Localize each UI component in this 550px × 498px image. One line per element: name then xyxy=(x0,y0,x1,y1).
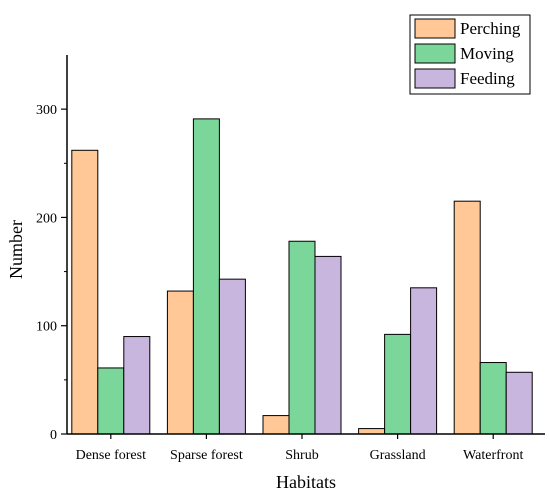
legend-swatch-moving xyxy=(414,43,456,64)
y-tick-label: 100 xyxy=(36,320,57,335)
x-axis-title: Habitats xyxy=(276,472,336,492)
bar-moving-sparse-forest xyxy=(192,118,220,435)
bar-moving-shrub xyxy=(288,240,316,435)
bar-feeding-shrub xyxy=(314,255,342,435)
bar-feeding-dense-forest xyxy=(123,336,151,435)
axes-group xyxy=(66,55,545,435)
y-tick-label: 300 xyxy=(36,103,57,118)
bar-perching-waterfront xyxy=(453,200,481,435)
bar-moving-grassland xyxy=(384,333,412,435)
legend-label-feeding: Feeding xyxy=(460,69,515,88)
x-tick-label: Sparse forest xyxy=(170,448,243,463)
bars-group xyxy=(71,118,533,435)
x-tick-label: Shrub xyxy=(285,448,318,463)
legend-label-moving: Moving xyxy=(460,44,514,63)
x-tick-label: Waterfront xyxy=(463,448,523,463)
bar-moving-dense-forest xyxy=(97,367,125,435)
bar-perching-dense-forest xyxy=(71,149,99,435)
bar-feeding-waterfront xyxy=(505,371,533,435)
bar-feeding-sparse-forest xyxy=(218,278,246,435)
x-tick-label: Dense forest xyxy=(76,448,146,463)
x-ticks-group: Dense forest Sparse forest Shrub Grassland W… xyxy=(76,434,523,463)
y-axis-title: Number xyxy=(6,220,26,279)
bar-perching-sparse-forest xyxy=(166,290,194,435)
legend-swatch-feeding xyxy=(414,68,456,89)
y-tick-label: 0 xyxy=(50,428,57,443)
x-tick-label: Grassland xyxy=(370,448,426,463)
legend: Perching Moving Feeding xyxy=(409,14,531,95)
bar-perching-shrub xyxy=(262,415,290,435)
bar-feeding-grassland xyxy=(410,287,438,435)
legend-swatch-perching xyxy=(414,18,456,39)
bar-moving-waterfront xyxy=(479,362,507,435)
legend-label-perching: Perching xyxy=(460,19,521,38)
y-tick-label: 200 xyxy=(36,211,57,226)
bar-perching-grassland xyxy=(358,428,386,435)
y-ticks-group: 0 100 200 300 xyxy=(36,103,67,443)
